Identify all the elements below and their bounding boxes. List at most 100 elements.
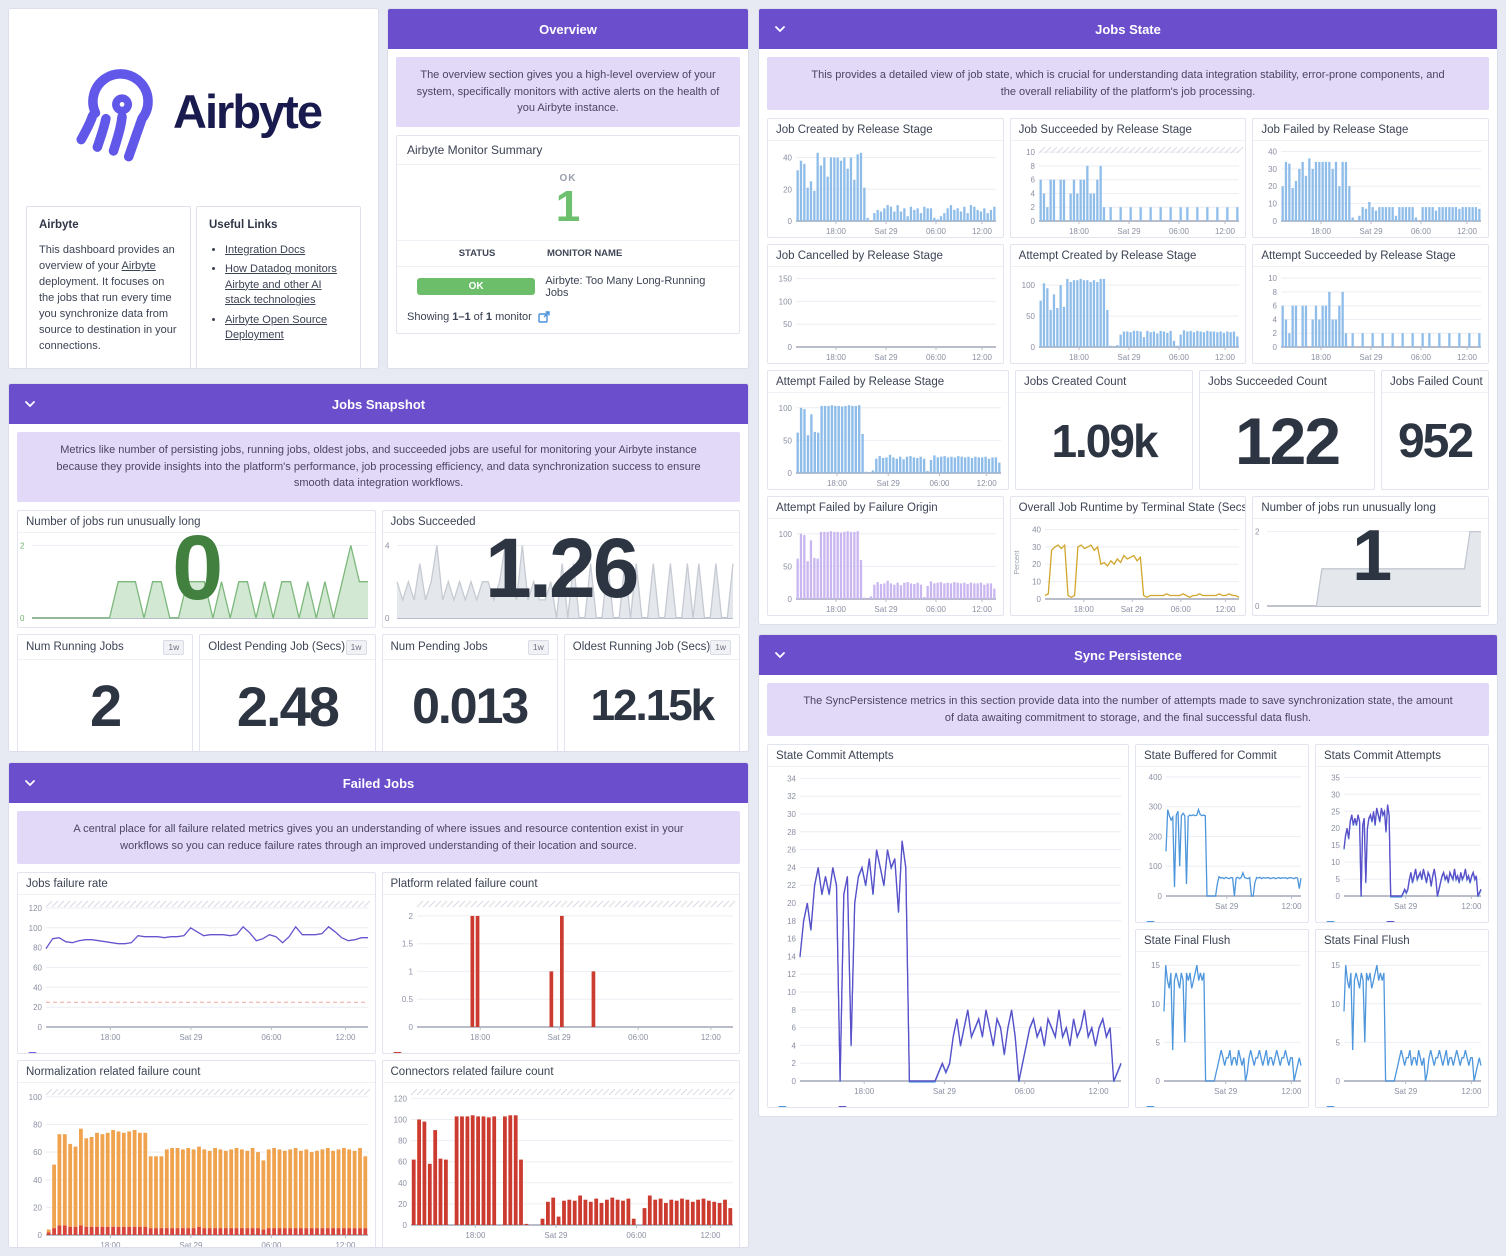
chevron-down-icon[interactable] [23,776,37,790]
svg-text:100: 100 [393,1116,407,1125]
chart-title: Job Failed by Release Stage [1261,124,1409,136]
chart-title: State Commit Attempts [776,750,894,762]
svg-text:30: 30 [1268,165,1277,174]
chart-card-jobs-failure-rate: Jobs failure rate 0 20 40 60 80 100 120 18:00 Sa… [17,872,376,1055]
sync-persistence-header[interactable]: Sync Persistence [759,635,1497,675]
svg-text:20: 20 [783,185,792,194]
col-status: STATUS [458,247,496,259]
query-value: 952 [1397,414,1474,468]
jobs-snapshot-header[interactable]: Jobs Snapshot [9,384,748,424]
legend-item[interactable]: success [1146,1106,1194,1107]
legend-item[interactable]: attempt [778,1106,824,1107]
chart-card-normalization-failure-count: Normalization related failure count 0 20 4… [17,1060,376,1248]
sync-persistence-panel: Sync Persistence The SyncPersistence met… [758,634,1498,1117]
svg-text:20: 20 [1268,182,1277,191]
link-open-source-deployment[interactable]: Airbyte Open Source Deployment [225,313,328,341]
svg-text:0: 0 [1273,343,1278,352]
svg-text:150: 150 [779,275,793,284]
svg-text:35: 35 [1331,773,1340,782]
link-integration-docs[interactable]: Integration Docs [225,244,306,256]
legend-item[interactable]: successful [1385,921,1444,922]
jobs-snapshot-panel: Jobs Snapshot Metrics like number of per… [8,383,749,753]
svg-text:0: 0 [788,217,793,226]
bar-chart[interactable]: 0 50 100 150 18:00 Sat 29 06:00 12:00 [768,267,1003,363]
chart-canvas: 0 0.5 1 1.5 2 18:00 Sat 29 06:00 12:00 [401,901,735,1042]
bar-chart[interactable]: 0 2 4 6 8 10 18:00 Sat 29 06:00 12:00 [1011,141,1246,237]
line-chart[interactable]: 0 2 4 6 8 10 12 14 16 18 20 22 24 26 28 30 32 34 18:00 Sat … [768,767,1128,1102]
chevron-down-icon[interactable] [23,397,37,411]
chart-title: Number of jobs run unusually long [26,515,201,528]
bar-chart[interactable]: 0 50 100 18:00 Sat 29 06:00 12:00 [768,519,1003,615]
legend-item[interactable]: state_buffered [1146,921,1221,922]
value-card-jobs-failed-count: Jobs Failed Count 952 [1381,370,1489,490]
chevron-down-icon[interactable] [773,22,787,36]
ok-monitor-count: 1 [555,181,581,231]
left-column: Airbyte Airbyte This dashboard provides … [8,8,749,1248]
failed-jobs-header[interactable]: Failed Jobs [9,763,748,804]
legend-item[interactable]: success [1326,1106,1374,1107]
legend-item[interactable]: attempt [1326,921,1372,922]
value-card-num-pending-jobs: Num Pending Jobs 1w 0.013 [381,633,558,752]
svg-text:Sat 29: Sat 29 [1214,1087,1238,1096]
legend-item[interactable]: sum:worker.job_failed_by_release_stage{*… [28,1052,375,1054]
bar-chart[interactable]: 0 20 40 60 80 100 18:00 Sat 29 06:00 12:00 [18,1083,375,1247]
svg-text:18:00: 18:00 [854,1087,875,1096]
svg-text:60: 60 [33,1148,42,1157]
useful-links-title: Useful Links [209,219,278,231]
list-item: Airbyte Open Source Deployment [225,313,348,344]
bar-chart[interactable]: 0 50 100 18:00 Sat 29 06:00 12:00 [768,393,1008,489]
line-chart[interactable]: 0 5 10 15 Sat 29 12:00 [1316,952,1488,1102]
bar-chart[interactable]: 0 10 20 30 40 18:00 Sat 29 06:00 12:00 [1253,141,1488,237]
bar-chart[interactable]: 0 20 40 60 80 100 120 18:00 Sat 29 06:00 12:00 [383,1083,740,1246]
svg-text:2: 2 [1030,203,1035,212]
bar-chart[interactable]: 0 0.5 1 1.5 2 18:00 Sat 29 06:00 12:00 [383,895,740,1048]
airbyte-logo: Airbyte [19,29,368,194]
airbyte-link[interactable]: Airbyte [121,259,156,272]
external-link-icon[interactable] [538,310,550,323]
jobs-state-header[interactable]: Jobs State [759,9,1497,49]
svg-text:2: 2 [20,541,25,550]
timeframe-badge: 1w [527,639,549,655]
svg-text:80: 80 [33,944,42,953]
overview-note: The overview section gives you a high-le… [396,57,740,127]
monitor-name[interactable]: Airbyte: Too Many Long-Running Jobs [545,274,706,299]
svg-text:06:00: 06:00 [1015,1087,1036,1096]
line-chart[interactable]: 0 10 20 30 40 18:00 Sat 29 06:00 12:00 Percent [1011,519,1246,615]
svg-text:10: 10 [1331,858,1340,867]
svg-text:20: 20 [1331,824,1340,833]
svg-text:40: 40 [33,1176,42,1185]
svg-text:Sat 29: Sat 29 [1360,227,1384,236]
link-datadog-monitors[interactable]: How Datadog monitors Airbyte and other A… [225,263,337,307]
jobs-state-note: This provides a detailed view of job sta… [767,57,1489,110]
chart-title: Attempt Failed by Release Stage [776,376,945,388]
svg-text:30: 30 [787,810,796,819]
svg-text:8: 8 [1030,162,1035,171]
bar-chart[interactable]: 0 20 40 18:00 Sat 29 06:00 12:00 [768,141,1003,237]
legend-item[interactable]: sum:worker.attempt_failed_by_failure_ori… [392,1052,739,1054]
line-chart[interactable]: 0 5 10 15 20 25 30 35 Sat 29 12:00 [1316,767,1488,917]
svg-text:Sat 29: Sat 29 [1394,902,1418,911]
query-value: 2 [89,673,122,739]
monitor-row[interactable]: OK Airbyte: Too Many Long-Running Jobs [397,267,739,303]
chart-canvas: 0 50 100 18:00 Sat 29 06:00 12:00 [1021,278,1239,362]
monitor-footer: Showing 1–1 of 1 monitor [397,303,739,333]
overview-header[interactable]: Overview [388,9,748,49]
chart-canvas: 0 10 20 30 40 18:00 Sat 29 06:00 12:00 [1268,148,1482,236]
chart-title: Job Cancelled by Release Stage [776,250,943,262]
chart-card-platform-failure-count: Platform related failure count 0 0.5 1 1.5 2… [381,872,740,1055]
line-chart[interactable]: 0 100 200 300 400 Sat 29 12:00 [1136,767,1308,917]
value-card-num-running-jobs: Num Running Jobs 1w 2 [17,633,194,752]
bar-chart[interactable]: 0 50 100 18:00 Sat 29 06:00 12:00 [1011,267,1246,363]
chevron-down-icon[interactable] [773,648,787,662]
value-title: Oldest Pending Job (Secs) [208,641,346,653]
line-chart[interactable]: 0 20 40 60 80 100 120 18:00 Sat 29 06:00 12:00 [18,895,375,1048]
legend-item[interactable]: successful [837,1106,896,1107]
line-chart[interactable]: 0 5 10 15 Sat 29 12:00 [1136,952,1308,1102]
failed-jobs-note: A central place for all failure related … [17,811,740,865]
bar-chart[interactable]: 0 2 4 6 8 10 18:00 Sat 29 06:00 12:00 [1253,267,1488,363]
svg-text:2: 2 [792,1059,797,1068]
chart-canvas: 0 5 10 15 20 25 30 35 Sat 29 12:00 [1331,773,1482,911]
